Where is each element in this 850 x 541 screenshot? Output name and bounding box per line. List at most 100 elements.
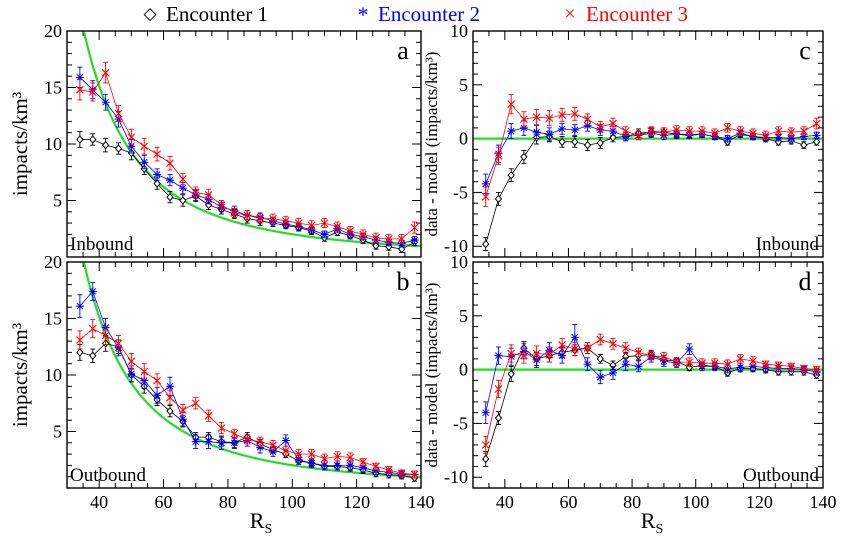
legend: ◇ Encounter 1 * Encounter 2 × Encounter … [143, 2, 688, 27]
data-point-cross [761, 360, 770, 369]
y-tick-label: 10 [44, 365, 62, 385]
panel-d: -10 -5 0 5 10 40 60 80 100 120 140 d Outbound data - … [422, 252, 837, 512]
plot-area [473, 323, 823, 467]
x-axis-label-sub: S [655, 522, 663, 537]
data-point-cross [307, 450, 316, 458]
y-tick-label: -5 [453, 413, 468, 433]
data-point-cross [359, 458, 367, 466]
data-point-cross [191, 399, 200, 408]
data-point-asterisk [609, 368, 617, 377]
data-point-asterisk [256, 443, 265, 452]
series-line [79, 328, 415, 475]
data-point-cross [698, 359, 706, 368]
data-point-cross [570, 345, 579, 354]
data-point-cross [660, 352, 668, 361]
data-point-cross [736, 354, 745, 363]
y-tick-label: 0 [459, 129, 468, 149]
data-point-cross [761, 131, 770, 140]
y-tick-label: 15 [44, 78, 62, 98]
data-point-asterisk [127, 142, 136, 151]
y-tick-label: -5 [453, 182, 468, 202]
panel-letter: d [799, 267, 812, 296]
data-point-cross [307, 221, 316, 230]
data-point-diamond [494, 194, 503, 204]
data-point-cross [774, 361, 783, 370]
data-point-cross [101, 68, 110, 77]
data-point-asterisk [75, 73, 84, 82]
y-tick-label: 20 [44, 21, 62, 41]
y-tick-label: 5 [459, 306, 468, 326]
data-point-diamond [812, 137, 821, 147]
panel-b: 5 10 15 20 40 60 80 100 120 140 b Outbound impacts/k… [8, 252, 435, 512]
data-point-asterisk [583, 360, 592, 369]
data-point-diamond [398, 244, 406, 254]
data-point-cross [140, 367, 149, 376]
data-point-cross [410, 223, 419, 232]
data-point-cross [397, 469, 406, 478]
data-point-cross [320, 454, 329, 463]
panel-letter: c [799, 36, 811, 65]
data-point-asterisk [481, 179, 490, 188]
y-tick-label: 5 [53, 422, 62, 442]
data-point-diamond [583, 140, 592, 150]
data-point-asterisk [558, 351, 567, 360]
data-point-cross [800, 364, 808, 373]
data-point-cross [320, 219, 329, 227]
data-point-cross [749, 129, 757, 138]
data-point-cross [583, 344, 592, 352]
panel-letter: b [397, 267, 410, 296]
data-point-asterisk [799, 132, 808, 141]
x-tick-label: 120 [746, 492, 773, 512]
data-point-cross [140, 142, 149, 151]
y-tick-label: -10 [444, 467, 468, 487]
data-point-cross [384, 466, 393, 474]
data-point-cross [507, 100, 516, 109]
x-tick-label: 120 [343, 492, 370, 512]
data-point-asterisk [812, 131, 821, 140]
y-tick-label: 5 [459, 75, 468, 95]
data-point-asterisk [268, 447, 277, 456]
data-point-cross [127, 357, 136, 366]
data-point-diamond [571, 137, 579, 147]
data-point-cross [685, 358, 694, 366]
x-tick-label: 40 [90, 492, 108, 512]
data-point-cross [346, 227, 355, 235]
series-line [79, 342, 415, 479]
data-point-cross [243, 211, 252, 220]
data-point-cross [333, 222, 342, 231]
data-point-cross [698, 127, 706, 135]
data-point-diamond [494, 413, 503, 423]
data-point-asterisk [532, 128, 541, 137]
data-point-diamond [800, 140, 808, 150]
data-point-diamond [179, 196, 187, 205]
data-point-cross [481, 192, 490, 201]
data-point-cross [166, 393, 174, 402]
data-point-cross [346, 453, 355, 462]
region-label: Inbound [70, 234, 134, 255]
data-point-asterisk [570, 126, 579, 135]
series-encounter-3 [481, 333, 821, 455]
data-point-diamond [153, 179, 161, 188]
data-point-cross [494, 151, 503, 160]
series-encounter-2 [75, 281, 419, 479]
data-point-cross [545, 350, 554, 359]
region-label: Outbound [70, 465, 147, 486]
data-point-asterisk [165, 176, 174, 185]
data-point-diamond [76, 135, 84, 144]
x-axis-label-right: RS [641, 508, 663, 537]
series-encounter-1 [76, 335, 419, 483]
data-point-cross [294, 219, 303, 227]
data-point-cross [710, 359, 719, 368]
data-point-asterisk [736, 363, 745, 372]
plot-frame [66, 30, 422, 258]
data-point-cross [101, 331, 110, 340]
x-axis-labels: RS RS [250, 508, 663, 537]
data-point-cross [75, 336, 84, 344]
data-point-cross [621, 344, 630, 352]
data-point-diamond [482, 454, 490, 464]
data-point-asterisk [621, 132, 630, 141]
data-point-cross [660, 128, 668, 137]
data-point-asterisk [140, 376, 149, 385]
data-point-asterisk [570, 333, 579, 342]
